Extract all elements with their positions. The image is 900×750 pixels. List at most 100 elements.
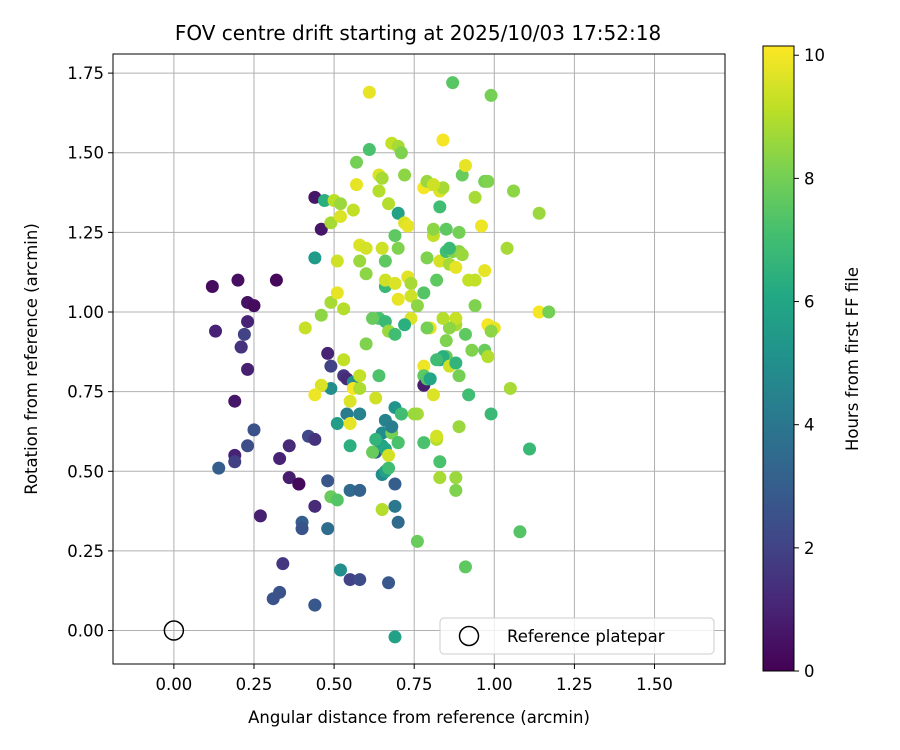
data-point	[330, 286, 344, 300]
data-point	[436, 311, 450, 325]
data-point	[449, 471, 463, 485]
data-point	[382, 448, 396, 462]
data-point	[398, 168, 412, 182]
data-point	[385, 420, 399, 434]
data-point	[375, 503, 389, 517]
data-point	[532, 305, 546, 319]
data-point	[366, 311, 380, 325]
data-point	[314, 222, 328, 236]
data-point	[343, 439, 357, 453]
data-point	[330, 417, 344, 431]
data-point	[343, 483, 357, 497]
data-point	[449, 483, 463, 497]
data-point	[276, 557, 290, 571]
y-tick-label: 0.75	[67, 383, 104, 402]
data-point	[465, 343, 479, 357]
data-point	[446, 76, 460, 90]
data-point	[359, 241, 373, 255]
data-point	[298, 321, 312, 335]
data-point	[420, 251, 434, 265]
x-tick-label: 1.50	[636, 675, 673, 694]
data-point	[266, 592, 280, 606]
x-tick-label: 1.00	[476, 675, 513, 694]
data-point	[391, 515, 405, 529]
data-point	[462, 388, 476, 402]
data-point	[308, 251, 322, 265]
data-point	[500, 241, 514, 255]
data-point	[391, 292, 405, 306]
data-point	[458, 560, 472, 574]
data-point	[468, 299, 482, 313]
data-point	[458, 158, 472, 172]
data-point	[292, 477, 306, 491]
plot-area: 0.00 0.25 0.50 0.75 1.00 1.25 1.50 0.00 0.25 0.5…	[67, 53, 726, 694]
data-point	[468, 273, 482, 287]
x-tick-label: 1.25	[556, 675, 593, 694]
reference-marker	[163, 620, 185, 641]
data-point	[343, 573, 357, 587]
data-point	[362, 85, 376, 99]
y-axis-label: Rotation from reference (arcmin)	[22, 223, 41, 495]
data-point	[449, 260, 463, 274]
legend: Reference platepar	[439, 617, 715, 655]
colorbar-ticks: 0 2 4 6 8 10	[794, 46, 825, 681]
data-point	[398, 318, 412, 332]
data-point	[324, 216, 338, 230]
data-point	[343, 417, 357, 431]
data-point	[330, 493, 344, 507]
data-point	[333, 563, 347, 577]
data-point	[337, 353, 351, 367]
data-point	[523, 442, 537, 456]
data-point	[426, 178, 440, 192]
data-points	[205, 76, 556, 644]
data-point	[247, 299, 261, 313]
data-point	[308, 432, 322, 446]
data-point	[507, 184, 521, 198]
data-point	[481, 174, 495, 188]
data-point	[366, 445, 380, 459]
data-point	[269, 273, 283, 287]
data-point	[388, 229, 402, 243]
data-point	[353, 407, 367, 421]
data-point	[388, 630, 402, 644]
data-point	[513, 525, 527, 539]
data-point	[343, 394, 357, 408]
data-point	[369, 432, 383, 446]
data-point	[430, 273, 444, 287]
data-point	[391, 436, 405, 450]
data-point	[442, 241, 456, 255]
data-point	[449, 356, 463, 370]
data-point	[410, 299, 424, 313]
data-point	[542, 305, 556, 319]
y-tick-label: 1.25	[67, 223, 104, 242]
legend-reference-marker	[458, 625, 480, 647]
y-tick-label: 1.75	[67, 64, 104, 83]
data-point	[407, 407, 421, 421]
data-point	[324, 295, 338, 309]
data-point	[346, 203, 360, 217]
data-point	[353, 381, 367, 395]
data-point	[474, 219, 488, 233]
colorbar-gradient	[762, 45, 795, 672]
data-point	[426, 388, 440, 402]
colorbar-label: Hours from first FF file	[843, 267, 862, 451]
y-tick-label: 0.00	[67, 622, 104, 641]
data-point	[282, 439, 296, 453]
data-point	[353, 369, 367, 383]
data-point	[241, 315, 255, 329]
data-point	[324, 359, 338, 373]
data-point	[247, 423, 261, 437]
x-tick-label: 0.00	[156, 675, 193, 694]
data-point	[417, 286, 431, 300]
colorbar-tick-label: 10	[804, 46, 825, 65]
data-point	[372, 184, 386, 198]
data-point	[295, 522, 309, 536]
data-point	[321, 522, 335, 536]
data-point	[455, 248, 469, 262]
data-point	[333, 197, 347, 211]
x-tick-label: 0.75	[396, 675, 433, 694]
data-point	[439, 334, 453, 348]
data-point	[394, 146, 408, 160]
data-point	[330, 254, 344, 268]
data-point	[391, 206, 405, 220]
